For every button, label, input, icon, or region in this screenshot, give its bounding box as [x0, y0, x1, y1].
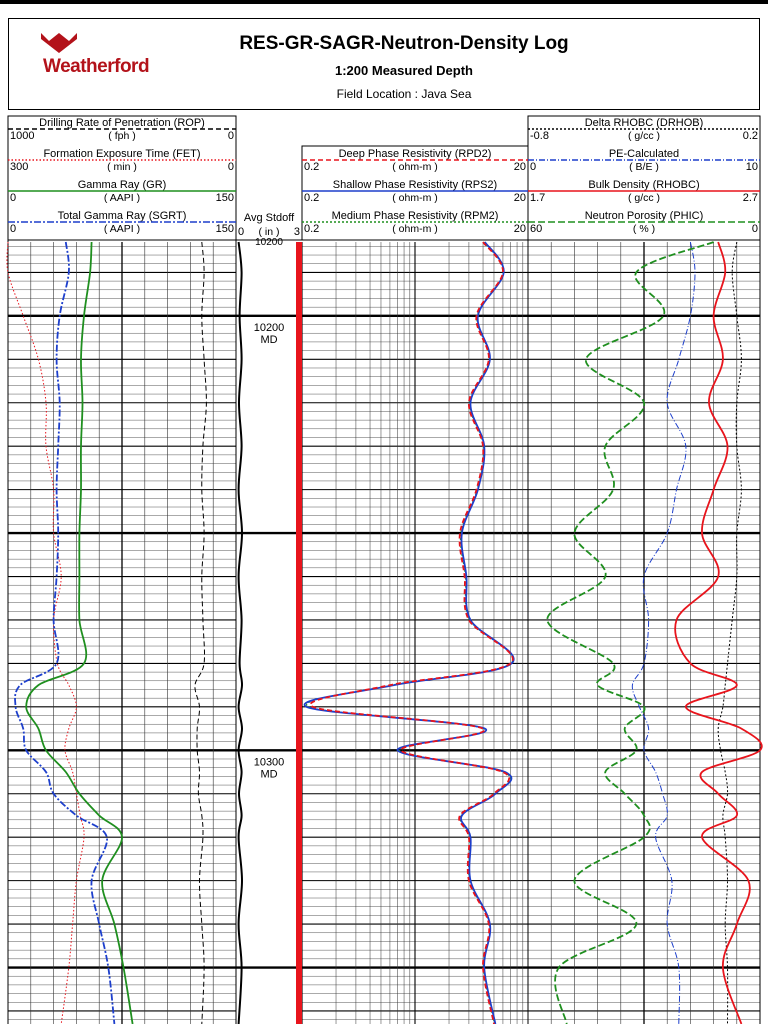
track1-curve-0-unit: ( fph ) — [108, 130, 135, 142]
track2-curve-0-max: 20 — [514, 161, 526, 173]
header-box-track3 — [527, 115, 761, 241]
track2-curve-2-unit: ( ohm-m ) — [392, 223, 438, 235]
track1-curve-3-max: 150 — [216, 223, 234, 235]
track3-curve-3-unit: ( % ) — [633, 223, 655, 235]
field-location: Field Location : Java Sea — [336, 87, 472, 101]
drhob-curve — [717, 241, 742, 1024]
track3-curve-2-unit: ( g/cc ) — [628, 192, 660, 204]
depth-label-unit: MD — [260, 768, 277, 780]
track1-curve-2-max: 150 — [216, 192, 234, 204]
rop-curve — [194, 241, 207, 1024]
sgrt-curve — [14, 241, 116, 1024]
track1-curve-0-min: 1000 — [10, 130, 34, 142]
track2-curve-0-unit: ( ohm-m ) — [392, 161, 438, 173]
track2-curve-0-min: 0.2 — [304, 161, 319, 173]
grid-layer — [7, 116, 761, 1024]
track1-curve-2-title: Gamma Ray (GR) — [78, 179, 167, 191]
depth-label-value: 10200 — [254, 322, 285, 334]
track1-curve-2-min: 0 — [10, 192, 16, 204]
header-box-track1 — [7, 115, 237, 241]
track2-curve-2-min: 0.2 — [304, 223, 319, 235]
fet-curve — [6, 241, 85, 1024]
track1-curve-3-title: Total Gamma Ray (SGRT) — [58, 210, 187, 222]
track3-curve-1-max: 10 — [746, 161, 758, 173]
track-headers: Drilling Rate of Penetration (ROP)( fph … — [7, 115, 761, 248]
track3-curve-3-min: 60 — [530, 223, 542, 235]
track1-curve-0-max: 0 — [228, 130, 234, 142]
stdoff-curve — [237, 241, 244, 1024]
phic-curve — [546, 241, 714, 1024]
track3-curve-3-max: 0 — [752, 223, 758, 235]
track3-curve-1-min: 0 — [530, 161, 536, 173]
top-border — [0, 0, 768, 4]
track2-curve-0-title: Deep Phase Resistivity (RPD2) — [339, 148, 492, 160]
stdoff-top-depth: 10200 — [255, 237, 283, 248]
curve-layer — [6, 241, 763, 1024]
track1-curve-3-unit: ( AAPI ) — [104, 223, 140, 235]
track1-curve-1-title: Formation Exposure Time (FET) — [43, 148, 200, 160]
track3-curve-1-unit: ( B/E ) — [629, 161, 659, 173]
track3-curve-0-min: -0.8 — [530, 130, 549, 142]
track3-curve-2-min: 1.7 — [530, 192, 545, 204]
depth-label-unit: MD — [260, 334, 277, 346]
track3-curve-2-max: 2.7 — [743, 192, 758, 204]
stdoff-max: 3 — [294, 226, 300, 238]
weatherford-logo-icon — [41, 33, 77, 53]
track2-curve-1-min: 0.2 — [304, 192, 319, 204]
track1-curve-1-max: 0 — [228, 161, 234, 173]
log-header-box: Weatherford RES-GR-SAGR-Neutron-Density … — [8, 18, 760, 110]
track2-curve-1-max: 20 — [514, 192, 526, 204]
track3-curve-0-max: 0.2 — [743, 130, 758, 142]
track1-curve-1-min: 300 — [10, 161, 28, 173]
track1-curve-2-unit: ( AAPI ) — [104, 192, 140, 204]
brand-name: Weatherford — [43, 56, 150, 77]
track2-curve-2-max: 20 — [514, 223, 526, 235]
track2-curve-1-title: Shallow Phase Resistivity (RPS2) — [333, 179, 497, 191]
stdoff-unit: ( in ) — [259, 226, 280, 238]
pe-curve — [631, 241, 696, 1024]
stdoff-title: Avg Stdoff — [244, 212, 295, 224]
track3-curve-1-title: PE-Calculated — [609, 148, 679, 160]
gr-curve — [25, 241, 134, 1024]
stdoff-min: 0 — [238, 226, 244, 238]
track3-curve-3-title: Neutron Porosity (PHIC) — [585, 210, 704, 222]
track1-curve-3-min: 0 — [10, 223, 16, 235]
depth-label-value: 10300 — [254, 756, 285, 768]
log-subtitle: 1:200 Measured Depth — [335, 63, 473, 78]
stdoff-fill-bar — [296, 242, 302, 1024]
track3-curve-2-title: Bulk Density (RHOBC) — [588, 179, 699, 191]
track3-curve-0-unit: ( g/cc ) — [628, 130, 660, 142]
depth-label-bg — [244, 319, 294, 346]
track3-curve-0-title: Delta RHOBC (DRHOB) — [585, 117, 704, 129]
log-title: RES-GR-SAGR-Neutron-Density Log — [239, 33, 569, 54]
track2-curve-2-title: Medium Phase Resistivity (RPM2) — [332, 210, 499, 222]
track1-curve-1-unit: ( min ) — [107, 161, 137, 173]
track1-curve-0-title: Drilling Rate of Penetration (ROP) — [39, 117, 205, 129]
depth-label-bg — [244, 754, 294, 781]
rhobc-curve — [674, 241, 763, 1024]
track2-curve-1-unit: ( ohm-m ) — [392, 192, 438, 204]
